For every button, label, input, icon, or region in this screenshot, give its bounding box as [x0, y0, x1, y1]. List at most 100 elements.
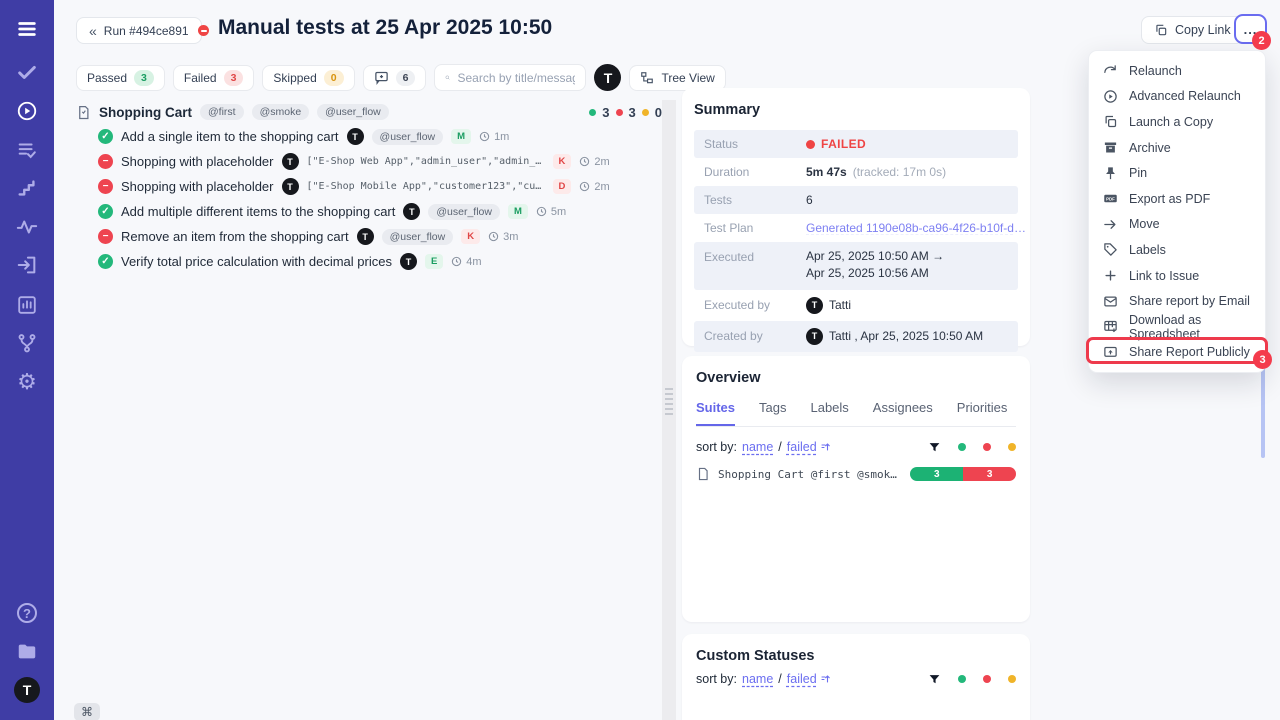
assignee-badge: M: [451, 129, 472, 144]
branches-icon[interactable]: [13, 329, 41, 357]
annotation-connector-line: [1261, 364, 1265, 458]
suite-tag[interactable]: @first: [200, 104, 244, 120]
pane-resize-handle[interactable]: [662, 100, 676, 720]
app-sidebar: ⚙ ? T: [0, 0, 54, 720]
menu-item-link-to-issue[interactable]: Link to Issue: [1089, 263, 1265, 289]
test-tag[interactable]: @user_flow: [381, 228, 454, 245]
clock-icon: [580, 156, 590, 167]
bar-passed-segment: 3: [910, 467, 964, 481]
overview-suite-label: Shopping Cart @first @smoke …: [718, 467, 903, 481]
sort-by-failed-link[interactable]: failed: [787, 440, 832, 454]
back-to-run-button[interactable]: « Run #494ce891: [76, 17, 202, 44]
menu-item-archive[interactable]: Archive: [1089, 135, 1265, 161]
legend-passed-dot[interactable]: [958, 443, 966, 451]
comments-count-badge: 6: [395, 69, 416, 86]
suite-tag[interactable]: @user_flow: [317, 104, 389, 120]
user-avatar[interactable]: T: [13, 676, 41, 704]
filter-failed-button[interactable]: Failed 3: [172, 64, 255, 91]
menu-item-launch-copy[interactable]: Launch a Copy: [1089, 109, 1265, 135]
assignee-avatar[interactable]: T: [594, 64, 622, 91]
suite-file-icon: [76, 105, 91, 120]
test-row[interactable]: − Shopping with placeholder T ["E-Shop W…: [76, 149, 662, 174]
suite-name: Shopping Cart: [99, 104, 192, 120]
move-icon: [1104, 219, 1116, 229]
filter-skipped-button[interactable]: Skipped 0: [262, 64, 355, 91]
activity-pulse-icon[interactable]: [13, 213, 41, 241]
projects-folder-icon[interactable]: [13, 637, 41, 665]
overview-tabs: Suites Tags Labels Assignees Priorities: [696, 400, 1016, 427]
summary-card: Summary Status FAILED Duration 5m 47s (tr…: [682, 88, 1030, 352]
legend-skipped-dot[interactable]: [1008, 443, 1016, 451]
menu-item-share-report-publicly[interactable]: Share Report Publicly: [1089, 340, 1265, 366]
clock-icon: [580, 181, 590, 192]
legend-passed-dot[interactable]: [958, 675, 966, 683]
test-row[interactable]: ✓ Add a single item to the shopping cart…: [76, 124, 662, 149]
link-issue-plus-icon: [1105, 270, 1116, 281]
menu-item-advanced-relaunch[interactable]: Advanced Relaunch: [1089, 84, 1265, 110]
filter-funnel-icon[interactable]: [928, 441, 941, 454]
filter-comments-button[interactable]: 6: [362, 64, 427, 91]
runs-play-icon[interactable]: [13, 97, 41, 125]
menu-item-relaunch[interactable]: Relaunch: [1089, 58, 1265, 84]
legend-failed-dot[interactable]: [983, 675, 991, 683]
tab-tags[interactable]: Tags: [759, 400, 787, 415]
menu-item-labels[interactable]: Labels: [1089, 237, 1265, 263]
menu-icon[interactable]: [13, 15, 41, 43]
menu-item-export-pdf[interactable]: PDF Export as PDF: [1089, 186, 1265, 212]
tree-view-button[interactable]: Tree View: [629, 64, 726, 91]
failed-dot: [615, 108, 623, 116]
menu-item-pin[interactable]: Pin: [1089, 160, 1265, 186]
summary-tests-row: Tests 6: [694, 186, 1018, 214]
menu-item-share-email[interactable]: Share report by Email: [1089, 288, 1265, 314]
search-box: [434, 64, 587, 91]
copy-link-button[interactable]: Copy Link: [1141, 16, 1244, 44]
tests-check-icon[interactable]: [13, 58, 41, 86]
overview-suite-row[interactable]: Shopping Cart @first @smoke … 3 3: [696, 467, 1016, 481]
steps-stairs-icon[interactable]: [13, 174, 41, 202]
avatar: T: [806, 327, 823, 345]
sort-by-failed-link[interactable]: failed: [787, 672, 832, 686]
legend-failed-dot[interactable]: [983, 443, 991, 451]
legend-skipped-dot[interactable]: [1008, 675, 1016, 683]
test-row[interactable]: ✓ Verify total price calculation with de…: [76, 249, 662, 274]
tab-suites[interactable]: Suites: [696, 400, 736, 426]
sort-by-name-link[interactable]: name: [742, 440, 774, 454]
summary-executedby-row: Executed by T Tatti: [704, 296, 852, 314]
suite-row[interactable]: Shopping Cart @first @smoke @user_flow 3…: [76, 100, 662, 124]
test-row[interactable]: − Shopping with placeholder T ["E-Shop M…: [76, 174, 662, 199]
menu-item-download-spreadsheet[interactable]: Download as Spreadsheet: [1089, 313, 1265, 341]
clock-icon: [479, 131, 490, 142]
clock-icon: [488, 231, 499, 242]
test-duration: 5m: [536, 206, 566, 218]
suite-tag[interactable]: @smoke: [251, 104, 310, 120]
skipped-count-badge: 0: [323, 69, 344, 86]
assignee-badge: E: [424, 254, 444, 269]
tab-priorities[interactable]: Priorities: [956, 400, 1008, 415]
menu-item-move[interactable]: Move: [1089, 212, 1265, 238]
labels-icon: [1104, 243, 1117, 257]
failed-dot: [806, 139, 815, 149]
tab-assignees[interactable]: Assignees: [872, 400, 933, 415]
analytics-chart-icon[interactable]: [13, 291, 41, 319]
search-input[interactable]: [457, 70, 576, 85]
plans-list-icon[interactable]: [13, 136, 41, 164]
run-failed-status-icon: [198, 25, 209, 36]
filter-passed-button[interactable]: Passed 3: [76, 64, 165, 91]
summary-status-row: Status FAILED: [694, 130, 1018, 158]
test-row[interactable]: ✓ Add multiple different items to the sh…: [76, 199, 662, 224]
test-tag[interactable]: @user_flow: [428, 203, 500, 220]
status-legend: [928, 673, 1016, 686]
tab-labels[interactable]: Labels: [810, 400, 849, 415]
help-icon[interactable]: ?: [13, 599, 41, 627]
sort-by-name-link[interactable]: name: [742, 672, 774, 686]
filter-bar: Passed 3 Failed 3 Skipped 0 6 T Tree Vie…: [76, 64, 726, 91]
filter-funnel-icon[interactable]: [928, 673, 941, 686]
archive-icon: [1104, 142, 1117, 153]
settings-gear-icon[interactable]: ⚙: [17, 369, 37, 394]
test-row[interactable]: − Remove an item from the shopping cart …: [76, 224, 662, 249]
pass-fail-bar[interactable]: 3 3: [910, 467, 1016, 481]
test-plan-link[interactable]: Generated 1190e08b-ca96-4f26-b10f-d6dc..…: [806, 221, 1030, 235]
import-signin-icon[interactable]: [13, 251, 41, 279]
avatar: T: [346, 128, 364, 145]
test-tag[interactable]: @user_flow: [371, 128, 444, 145]
